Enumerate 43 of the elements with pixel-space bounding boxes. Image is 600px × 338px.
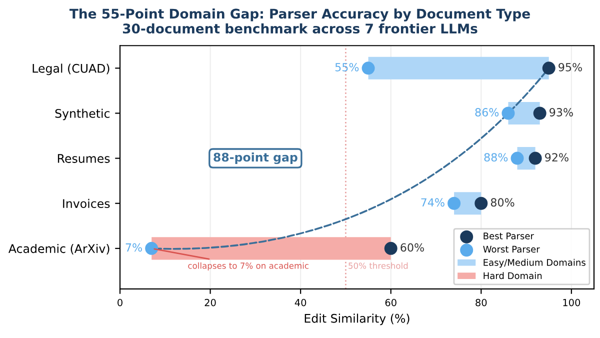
y-tick-label: Resumes [58, 154, 110, 163]
point [542, 62, 556, 75]
point [510, 152, 524, 165]
legend-label: Worst Parser [483, 246, 540, 253]
data-label: 60% [400, 243, 424, 252]
x-tick-label: 60 [385, 298, 396, 306]
chart-title: The 55-Point Domain Gap: Parser Accuracy by Document Type [69, 8, 530, 22]
x-tick-label: 0 [118, 298, 122, 306]
legend-label: Easy/Medium Domains [484, 258, 586, 268]
point [362, 62, 375, 75]
legend-label: Hard Domain [484, 272, 542, 280]
point [145, 242, 158, 255]
point [384, 242, 398, 255]
data-label: 7% [126, 243, 142, 252]
x-tick-label: 100 [563, 298, 580, 306]
data-label: 95% [558, 62, 582, 72]
bar [152, 237, 391, 260]
legend-label: Best Parser [484, 232, 534, 240]
point [533, 106, 546, 120]
point [528, 152, 542, 165]
x-axis-title: Edit Similarity (%) [304, 314, 410, 326]
data-label: 74% [421, 198, 444, 207]
y-tick-label: Synthetic [55, 108, 110, 120]
y-tick-label: Invoices [63, 198, 110, 208]
annotation: collapses to 7% on academic [188, 262, 309, 270]
y-tick-label: Legal (CUAD) [32, 64, 110, 76]
data-label: 92% [545, 153, 568, 162]
bar [368, 56, 549, 80]
point [448, 196, 461, 210]
annotation: 88-point gap [214, 152, 298, 164]
data-label: 86% [475, 108, 499, 116]
data-label: 88% [484, 153, 508, 162]
point [502, 106, 515, 120]
x-tick-label: 80 [476, 298, 487, 306]
chart-subtitle: 30-document benchmark across 7 frontier LLMs [122, 23, 478, 34]
x-tick-label: 20 [204, 298, 216, 306]
x-tick-label: 40 [294, 298, 306, 306]
point [474, 196, 488, 210]
y-tick-label: Academic (ArXiv) [8, 244, 110, 254]
data-label: 80% [490, 198, 514, 207]
data-label: 93% [550, 108, 573, 116]
data-label: 55% [335, 62, 359, 72]
ref-line-label: 50% threshold [348, 262, 408, 269]
